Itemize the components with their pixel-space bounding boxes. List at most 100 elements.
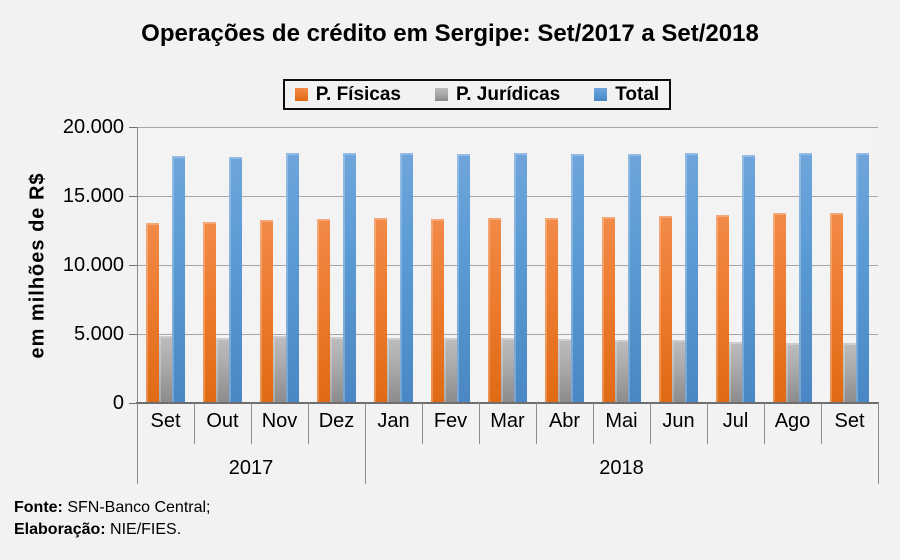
bar-p-juridicas-abr-7 <box>558 339 571 403</box>
month-separator-line <box>650 403 651 444</box>
legend-swatch-p-fisicas <box>294 88 308 101</box>
x-label-ago-11: Ago <box>774 410 811 432</box>
bar-p-juridicas-mai-8 <box>615 340 628 403</box>
x-label-fev-5: Fev <box>433 410 468 432</box>
bar-p-juridicas-fev-5 <box>444 338 457 403</box>
bar-total-fev-5 <box>457 154 470 403</box>
bar-group-set-12 <box>821 127 878 403</box>
footer-source-line: Fonte: SFN-Banco Central; <box>14 497 210 519</box>
month-separator-line <box>194 403 195 444</box>
bar-p-fisicas-mai-8 <box>602 217 615 403</box>
bar-p-juridicas-jul-10 <box>729 342 742 403</box>
footer-elaboration-line: Elaboração: NIE/FIES. <box>14 519 210 541</box>
bar-total-dez-3 <box>343 153 356 403</box>
bar-group-nov-2 <box>251 127 308 403</box>
bar-group-abr-7 <box>536 127 593 403</box>
legend-item-total: Total <box>594 84 659 106</box>
month-labels-row: Set Out Nov Dez Jan Fev Mar Abr Mai Jun Jul Ago Set <box>137 410 878 433</box>
bar-p-fisicas-fev-5 <box>431 219 444 403</box>
gridline-5000 <box>137 334 878 335</box>
x-label-set-12: Set <box>834 410 865 432</box>
bar-total-set-12 <box>856 153 869 403</box>
bar-total-jun-9 <box>685 153 698 403</box>
y-axis-line <box>137 127 138 403</box>
x-axis-line <box>136 402 879 404</box>
year-boundary-line <box>365 403 366 484</box>
bar-group-dez-3 <box>308 127 365 403</box>
bar-p-fisicas-jun-9 <box>659 216 672 403</box>
bar-p-fisicas-nov-2 <box>260 220 273 403</box>
bar-p-juridicas-out-1 <box>216 338 229 403</box>
bar-total-set-0 <box>172 156 185 403</box>
bar-group-ago-11 <box>764 127 821 403</box>
month-separator-line <box>308 403 309 444</box>
bar-p-fisicas-jan-4 <box>374 218 387 403</box>
bar-p-fisicas-out-1 <box>203 222 216 403</box>
y-tick-label-5000: 5.000 <box>73 323 124 345</box>
y-tick-mark-5000 <box>129 334 137 335</box>
x-label-set-0: Set <box>150 410 181 432</box>
legend-label-p-juridicas: P. Jurídicas <box>456 83 561 105</box>
chart-title: Operações de crédito em Sergipe: Set/201… <box>141 20 759 47</box>
month-separator-line <box>707 403 708 444</box>
bar-group-jul-10 <box>707 127 764 403</box>
y-tick-label-10000: 10.000 <box>62 254 124 276</box>
footer-elaboration-text: NIE/FIES. <box>105 521 182 538</box>
bar-p-juridicas-jan-4 <box>387 338 400 403</box>
month-separator-line <box>422 403 423 444</box>
x-label-dez-3: Dez <box>318 410 355 432</box>
y-tick-label-15000: 15.000 <box>62 185 124 207</box>
bar-p-juridicas-mar-6 <box>501 338 514 403</box>
x-label-abr-7: Abr <box>548 410 581 432</box>
month-separator-line <box>764 403 765 444</box>
bar-group-set-0 <box>137 127 194 403</box>
bar-total-ago-11 <box>799 153 812 403</box>
bar-total-nov-2 <box>286 153 299 403</box>
y-tick-mark-15000 <box>129 196 137 197</box>
bar-p-fisicas-abr-7 <box>545 218 558 403</box>
bar-total-abr-7 <box>571 154 584 403</box>
x-label-mai-8: Mai <box>605 410 638 432</box>
legend-label-p-fisicas: P. Físicas <box>315 83 401 105</box>
legend-item-p-juridicas: P. Jurídicas <box>435 84 560 106</box>
month-separator-line <box>479 403 480 444</box>
bar-total-mar-6 <box>514 153 527 403</box>
bar-p-juridicas-set-12 <box>843 343 856 403</box>
bar-p-juridicas-ago-11 <box>786 343 799 403</box>
y-tick-label-0: 0 <box>112 392 124 414</box>
bar-p-juridicas-nov-2 <box>273 336 286 403</box>
plot-area <box>137 127 878 403</box>
x-label-jun-9: Jun <box>662 410 695 432</box>
bar-group-out-1 <box>194 127 251 403</box>
bar-total-jan-4 <box>400 153 413 403</box>
x-label-mar-6: Mar <box>490 410 525 432</box>
x-label-nov-2: Nov <box>261 410 298 432</box>
year-label-2017: 2017 <box>228 457 274 479</box>
legend-box: P. Físicas P. Jurídicas Total <box>283 79 671 110</box>
footer-source-label: Fonte: <box>14 499 63 516</box>
bar-total-out-1 <box>229 157 242 403</box>
bar-group-jan-4 <box>365 127 422 403</box>
bar-p-fisicas-set-12 <box>830 213 843 403</box>
y-tick-mark-0 <box>129 403 137 404</box>
legend-swatch-total <box>594 88 608 101</box>
month-separator-line <box>593 403 594 444</box>
x-label-jan-4: Jan <box>377 410 410 432</box>
footer-source-text: SFN-Banco Central; <box>62 499 211 516</box>
legend-item-p-fisicas: P. Físicas <box>294 83 401 106</box>
year-boundary-line <box>878 403 879 484</box>
month-separator-line <box>536 403 537 444</box>
bar-group-jun-9 <box>650 127 707 403</box>
bar-total-jul-10 <box>742 155 755 403</box>
bar-p-juridicas-set-0 <box>159 336 172 403</box>
footer-elaboration-label: Elaboração: <box>14 521 106 538</box>
year-label-2018: 2018 <box>599 457 644 479</box>
chart-footer: Fonte: SFN-Banco Central; Elaboração: NI… <box>14 497 210 541</box>
bar-p-fisicas-set-0 <box>146 223 159 403</box>
bar-p-fisicas-jul-10 <box>716 215 729 403</box>
gridline-20000 <box>137 127 878 128</box>
legend-swatch-p-juridicas <box>435 88 448 101</box>
month-separator-line <box>251 403 252 444</box>
bar-p-juridicas-dez-3 <box>330 337 343 403</box>
